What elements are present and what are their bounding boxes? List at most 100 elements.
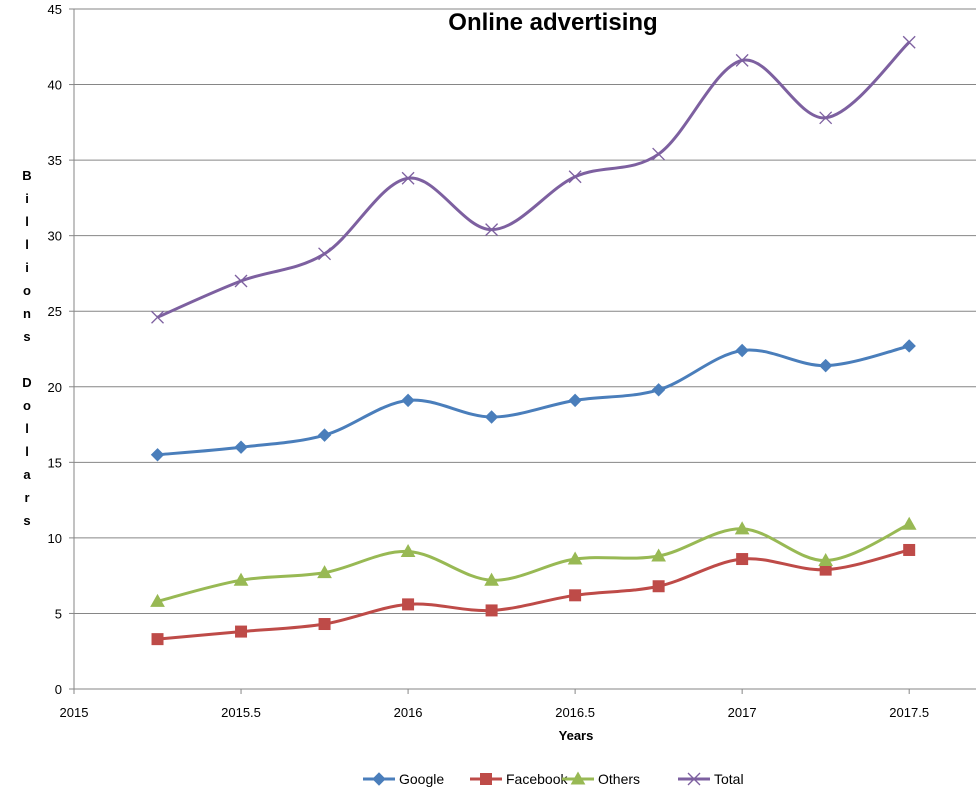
x-tick-label: 2017.5 bbox=[889, 705, 929, 720]
data-point-others bbox=[400, 543, 416, 557]
data-point-facebook bbox=[652, 580, 665, 593]
y-tick-label: 5 bbox=[55, 606, 62, 621]
data-point-others bbox=[233, 572, 249, 586]
series-facebook bbox=[151, 543, 916, 646]
series-line-google bbox=[157, 344, 910, 457]
y-axis-label-char: o bbox=[23, 283, 31, 298]
y-axis-label-char: i bbox=[25, 260, 29, 275]
data-point-total bbox=[151, 310, 164, 324]
data-point-total bbox=[652, 147, 666, 161]
series-google bbox=[150, 339, 916, 462]
data-point-total bbox=[819, 111, 833, 125]
legend-label-others: Others bbox=[598, 771, 640, 787]
data-point-google bbox=[150, 448, 165, 462]
y-axis-ticks: 0 5 10 15 20 25 30 35 40 45 bbox=[48, 2, 62, 697]
data-point-total bbox=[234, 274, 248, 288]
data-point-total bbox=[568, 170, 582, 184]
x-tick-label: 2015.5 bbox=[221, 705, 261, 720]
x-axis-ticks: 2015 2015.5 2016 2016.5 2017 2017.5 bbox=[60, 705, 930, 720]
legend-marker-facebook bbox=[480, 773, 492, 785]
y-axis-label-char: i bbox=[25, 191, 29, 206]
data-point-google bbox=[401, 393, 415, 408]
series-group bbox=[150, 35, 917, 646]
data-point-others bbox=[734, 521, 750, 535]
y-axis-label-char: r bbox=[24, 490, 29, 505]
data-point-google bbox=[317, 428, 332, 442]
data-point-google bbox=[234, 440, 248, 454]
data-point-total bbox=[401, 171, 415, 185]
legend-item-others: Others bbox=[562, 771, 640, 787]
y-tick-label: 45 bbox=[48, 2, 62, 17]
legend-item-facebook: Facebook bbox=[470, 771, 568, 787]
legend-marker-google bbox=[372, 772, 386, 786]
y-tick-label: 40 bbox=[48, 78, 62, 93]
y-tick-label: 30 bbox=[48, 229, 62, 244]
y-axis-label-char: l bbox=[25, 214, 29, 229]
y-axis-label-char: s bbox=[23, 329, 30, 344]
series-total bbox=[151, 35, 916, 324]
legend-marker-others bbox=[570, 771, 586, 785]
data-point-facebook bbox=[569, 589, 582, 602]
y-tick-label: 0 bbox=[55, 682, 62, 697]
data-point-total bbox=[485, 223, 499, 237]
data-point-others bbox=[567, 551, 583, 565]
legend: Google Facebook Others Total bbox=[363, 771, 744, 787]
data-point-others bbox=[317, 565, 332, 579]
y-tick-label: 10 bbox=[48, 531, 62, 546]
y-axis-label-char: l bbox=[25, 444, 29, 459]
y-axis-label-char: s bbox=[23, 513, 30, 528]
data-point-others bbox=[818, 553, 834, 567]
data-point-google bbox=[651, 383, 666, 397]
x-tick-label: 2015 bbox=[60, 705, 89, 720]
series-line-others bbox=[157, 522, 910, 603]
legend-label-google: Google bbox=[399, 771, 444, 787]
y-axis-label-char: o bbox=[23, 398, 31, 413]
data-point-google bbox=[484, 410, 499, 424]
legend-item-google: Google bbox=[363, 771, 444, 787]
data-point-others bbox=[651, 548, 666, 562]
y-tick-label: 35 bbox=[48, 153, 62, 168]
legend-label-total: Total bbox=[714, 771, 744, 787]
series-line-total bbox=[156, 41, 911, 319]
x-tick-label: 2016.5 bbox=[555, 705, 595, 720]
y-axis-label-char: a bbox=[23, 467, 31, 482]
legend-marker-total bbox=[687, 772, 701, 786]
data-point-google bbox=[902, 339, 916, 353]
y-axis-label-char: l bbox=[25, 421, 29, 436]
y-axis-label-char: B bbox=[22, 168, 31, 183]
data-point-facebook bbox=[903, 543, 916, 556]
data-point-total bbox=[735, 53, 749, 67]
series-others bbox=[150, 516, 917, 607]
y-tick-label: 15 bbox=[48, 455, 62, 470]
data-point-facebook bbox=[151, 633, 164, 646]
x-tick-label: 2016 bbox=[394, 705, 423, 720]
data-point-facebook bbox=[235, 625, 248, 638]
y-tick-label: 25 bbox=[48, 304, 62, 319]
x-tick-label: 2017 bbox=[728, 705, 757, 720]
y-tick-label: 20 bbox=[48, 380, 62, 395]
data-point-facebook bbox=[736, 553, 749, 566]
data-point-others bbox=[150, 593, 165, 607]
y-axis-label-char bbox=[25, 352, 29, 367]
data-point-google bbox=[735, 343, 749, 358]
data-point-others bbox=[484, 572, 499, 586]
data-point-google bbox=[818, 358, 833, 373]
data-point-total bbox=[318, 247, 332, 261]
legend-item-total: Total bbox=[678, 771, 744, 787]
y-axis-label-char: D bbox=[22, 375, 31, 390]
y-axis-label-char: n bbox=[23, 306, 31, 321]
data-point-others bbox=[901, 516, 917, 530]
y-axis-label-char: l bbox=[25, 237, 29, 252]
chart-title: Online advertising bbox=[448, 9, 657, 36]
legend-label-facebook: Facebook bbox=[506, 771, 568, 787]
data-point-total bbox=[902, 35, 916, 49]
x-axis-label: Years bbox=[559, 728, 594, 743]
data-point-facebook bbox=[485, 604, 498, 617]
data-point-google bbox=[568, 393, 582, 408]
axes bbox=[69, 8, 976, 694]
data-point-facebook bbox=[318, 618, 331, 631]
data-point-facebook bbox=[402, 598, 415, 611]
gridlines bbox=[74, 8, 976, 614]
